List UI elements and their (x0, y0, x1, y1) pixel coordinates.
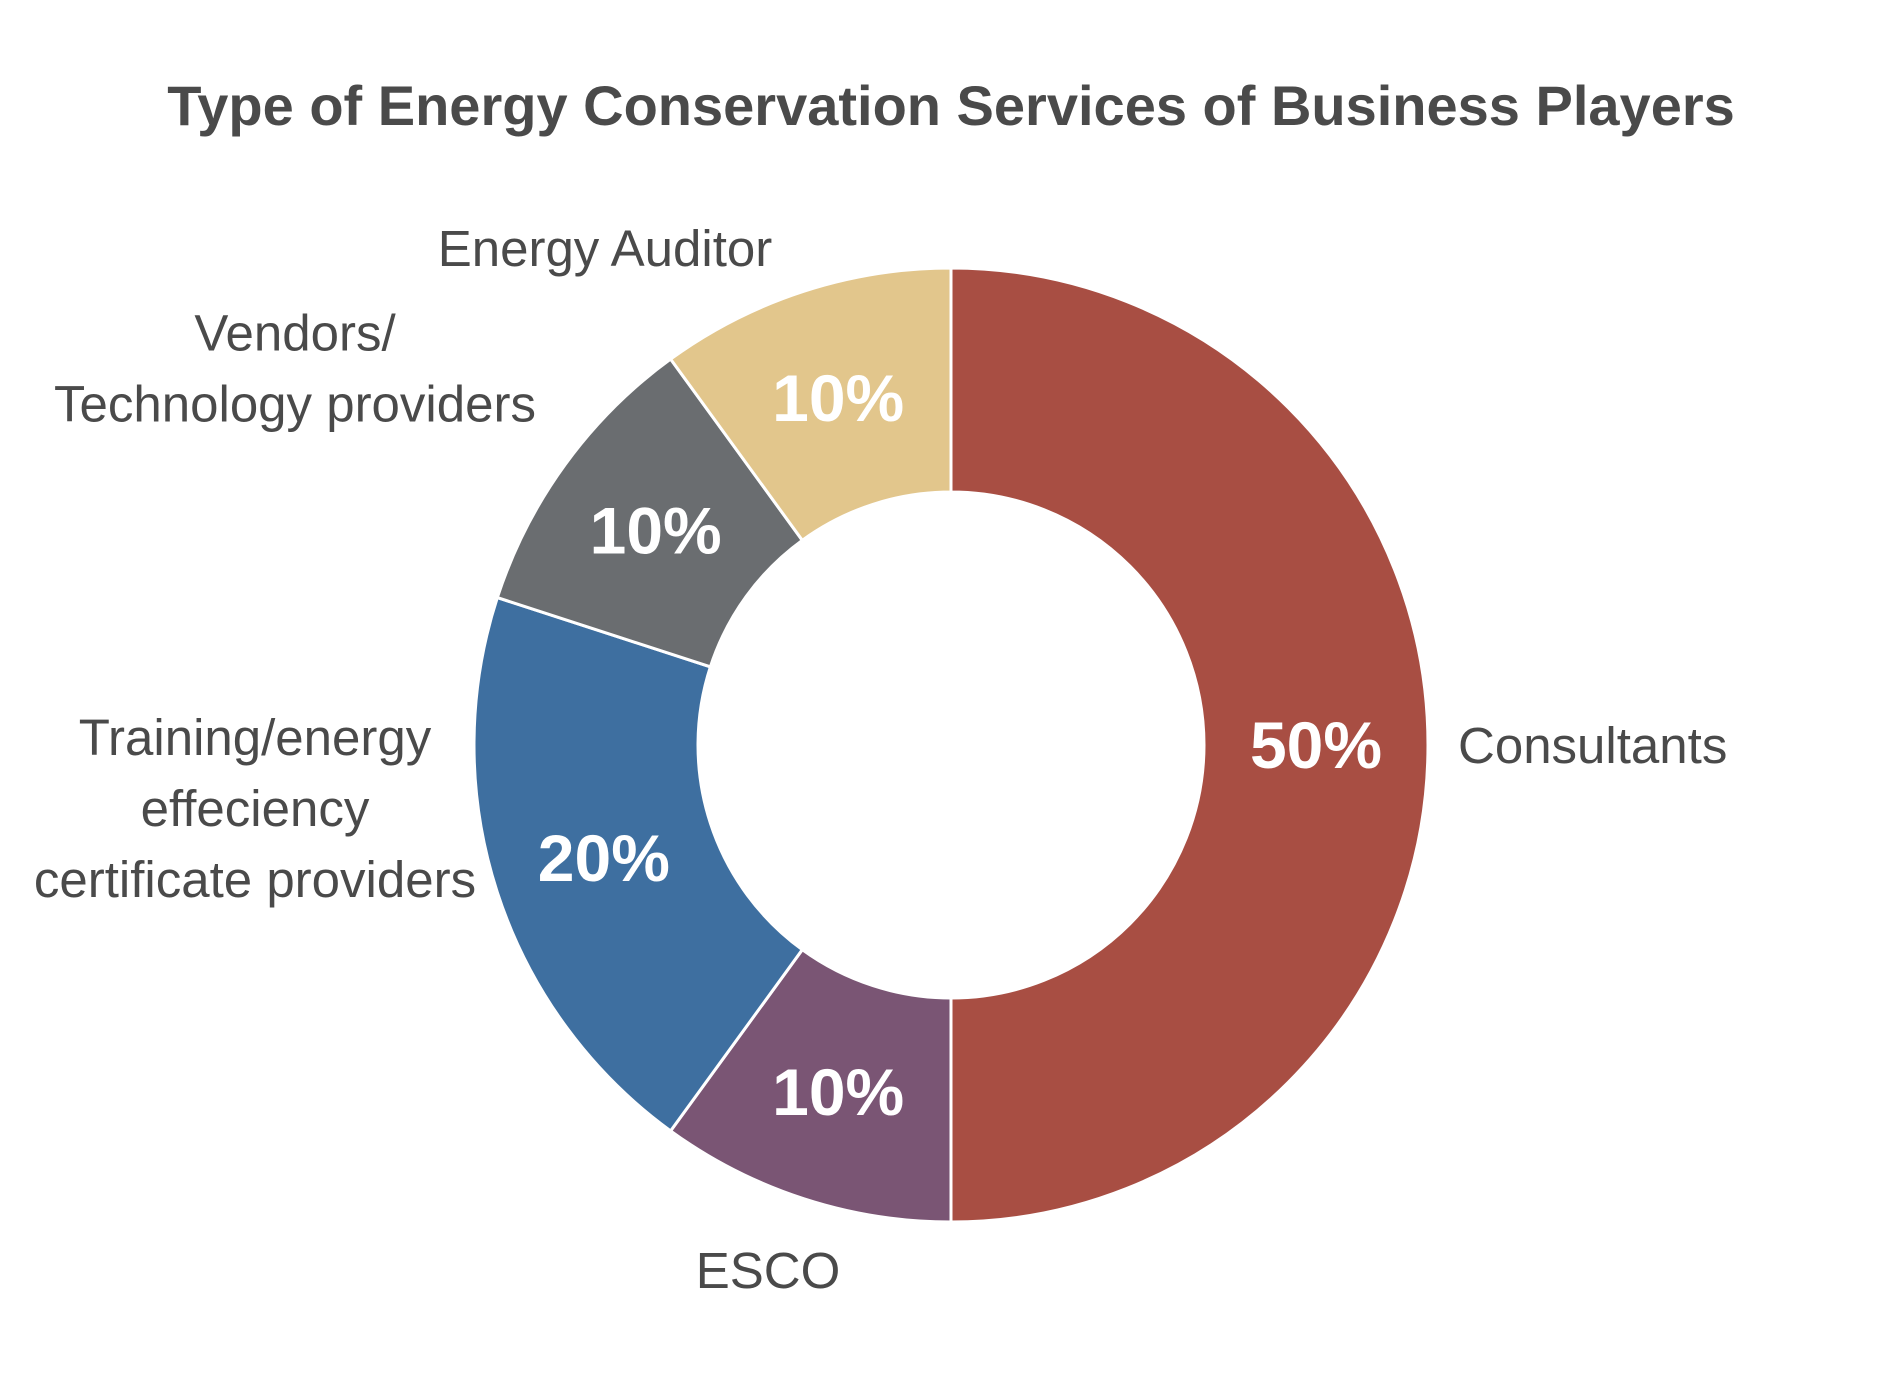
category-label: Vendors/ (194, 305, 396, 362)
chart-title: Type of Energy Conservation Services of … (167, 74, 1735, 137)
slice-training-energy-effeciency-certificate-providers (472, 595, 805, 1133)
category-label: certificate providers (34, 851, 476, 908)
category-labels-group: Consultants ESCO Training/energy effeciency… (34, 220, 1727, 1299)
category-label: effeciency (141, 780, 370, 837)
slice-esco (668, 947, 953, 1224)
value-label: 10% (772, 361, 904, 435)
slice-energy-auditor (668, 266, 953, 543)
value-label: 50% (1250, 708, 1382, 782)
value-labels-group: 50% 10% 20% 10% 10% (538, 361, 1382, 1129)
value-label: 10% (772, 1055, 904, 1129)
category-label: Technology providers (54, 376, 536, 433)
category-label: Training/energy (79, 709, 432, 766)
category-label: Consultants (1458, 717, 1727, 774)
slice-consultants (949, 266, 1430, 1224)
value-label: 20% (538, 821, 670, 895)
slices-group (472, 266, 1430, 1224)
category-label: Energy Auditor (438, 220, 773, 277)
category-label: ESCO (696, 1242, 841, 1299)
value-label: 10% (590, 493, 722, 567)
